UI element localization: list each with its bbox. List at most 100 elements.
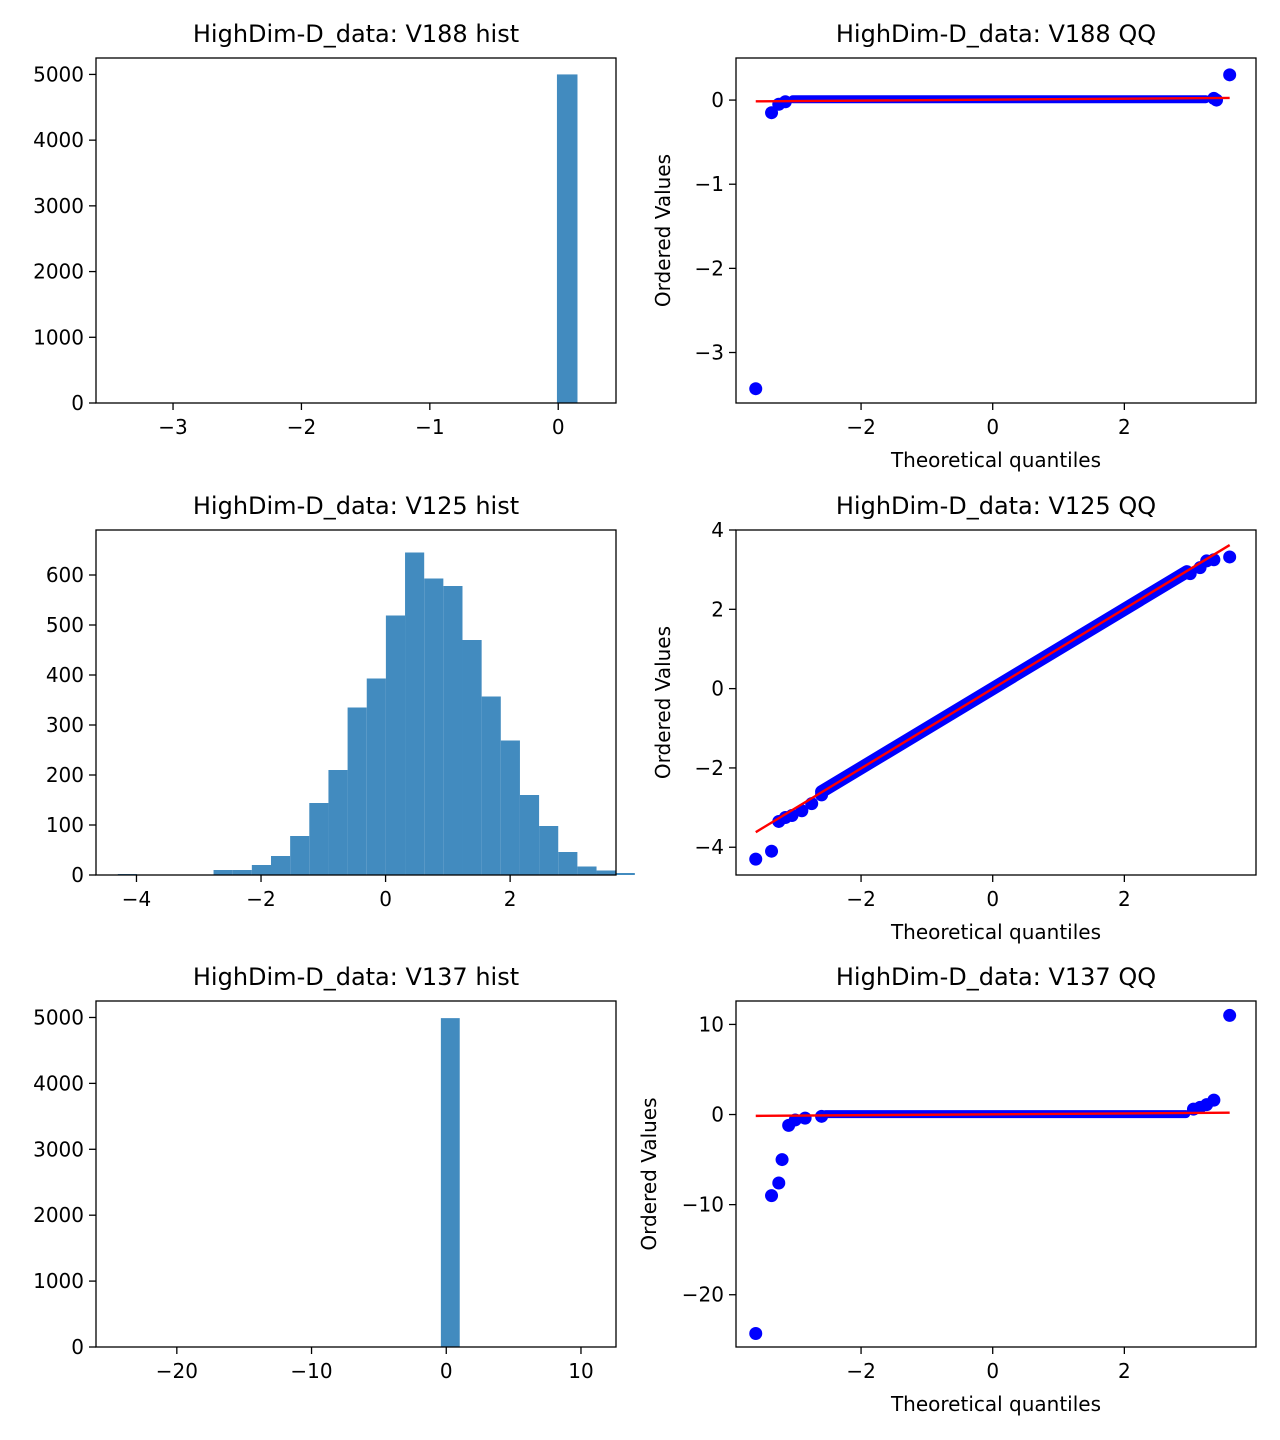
chart-panel-3: −4 −2 0 2 0 100 200 300 400 500 600 HighDim-D_data:… bbox=[46, 492, 635, 911]
y-tick-label: 1000 bbox=[33, 1269, 84, 1293]
qq-point bbox=[749, 382, 763, 396]
x-tick-label: 0 bbox=[986, 415, 999, 439]
y-tick-label: 1000 bbox=[33, 325, 84, 349]
y-tick-label: −4 bbox=[695, 835, 724, 859]
histogram-bar bbox=[424, 578, 444, 875]
y-tick-label: 2000 bbox=[33, 1203, 84, 1227]
x-tick-label: −2 bbox=[287, 415, 316, 439]
x-tick-label: 0 bbox=[986, 887, 999, 911]
qq-point bbox=[765, 106, 779, 120]
qq-point bbox=[1223, 68, 1237, 82]
histogram-bar bbox=[500, 740, 520, 875]
x-tick-label: 0 bbox=[440, 1359, 453, 1383]
y-tick-label: −10 bbox=[682, 1193, 724, 1217]
histogram-bar bbox=[443, 586, 463, 875]
y-tick-label: −2 bbox=[695, 756, 724, 780]
y-tick-label: −20 bbox=[682, 1283, 724, 1307]
qq-point bbox=[765, 1189, 779, 1203]
histogram-bar bbox=[309, 803, 329, 875]
x-tick-label: −2 bbox=[846, 415, 875, 439]
histogram-bar bbox=[290, 836, 310, 875]
y-tick-label: 3000 bbox=[33, 194, 84, 218]
qq-fit-line bbox=[755, 96, 1230, 103]
histogram-bar bbox=[213, 870, 233, 875]
chart-title: HighDim-D_data: V125 hist bbox=[193, 492, 519, 520]
histogram-bar bbox=[558, 852, 578, 875]
x-tick-label: −1 bbox=[415, 415, 444, 439]
y-tick-label: 200 bbox=[46, 763, 84, 787]
histogram-bar bbox=[347, 707, 367, 875]
chart-panel-5: −20 −10 0 10 0 1000 2000 3000 4000 5000 HighDim-D_… bbox=[33, 963, 617, 1383]
histogram-bar bbox=[556, 74, 578, 403]
qq-point bbox=[1223, 1008, 1237, 1022]
chart-title: HighDim-D_data: V137 hist bbox=[193, 963, 519, 991]
y-tick-label: 400 bbox=[46, 663, 84, 687]
qq-fit-line bbox=[755, 1111, 1230, 1118]
chart-title: HighDim-D_data: V137 QQ bbox=[836, 963, 1156, 991]
qq-point bbox=[765, 844, 779, 858]
qq-point bbox=[749, 1326, 763, 1340]
chart-panel-2: −2 0 2 −3 −2 −1 0 HighDim-D_data: V188 QQ Theore… bbox=[651, 20, 1257, 472]
x-tick-label: 0 bbox=[986, 1359, 999, 1383]
y-tick-label: −1 bbox=[695, 172, 724, 196]
x-axis-label: Theoretical quantiles bbox=[890, 1392, 1101, 1416]
y-tick-label: 0 bbox=[711, 1103, 724, 1127]
plot-frame bbox=[95, 57, 617, 404]
y-tick-label: −3 bbox=[695, 341, 724, 365]
y-axis-label: Ordered Values bbox=[651, 626, 675, 779]
qq-point bbox=[775, 1153, 789, 1167]
x-tick-label: 0 bbox=[379, 887, 392, 911]
y-tick-label: 4 bbox=[711, 518, 724, 542]
qq-point bbox=[1223, 550, 1237, 564]
plot-frame bbox=[735, 1000, 1257, 1348]
y-tick-label: 500 bbox=[46, 613, 84, 637]
y-tick-label: 5000 bbox=[33, 1005, 84, 1029]
x-tick-label: −4 bbox=[122, 887, 151, 911]
chart-title: HighDim-D_data: V188 hist bbox=[193, 20, 519, 48]
qq-point bbox=[772, 1176, 786, 1190]
x-axis-label: Theoretical quantiles bbox=[890, 920, 1101, 944]
y-tick-label: 300 bbox=[46, 713, 84, 737]
chart-title: HighDim-D_data: V125 QQ bbox=[836, 492, 1156, 520]
chart-panel-4: −2 0 2 −4 −2 0 2 4 HighDim-D_data: V125 QQ Theore… bbox=[651, 492, 1257, 944]
histogram-bar bbox=[251, 865, 271, 875]
y-axis-label: Ordered Values bbox=[637, 1097, 661, 1250]
histogram-bar bbox=[270, 856, 291, 875]
y-tick-label: 0 bbox=[711, 88, 724, 112]
histogram-bar bbox=[577, 866, 597, 875]
x-tick-label: 0 bbox=[552, 415, 565, 439]
y-tick-label: 5000 bbox=[33, 62, 84, 86]
x-tick-label: −2 bbox=[246, 887, 275, 911]
y-tick-label: 0 bbox=[71, 1335, 84, 1359]
y-tick-label: −2 bbox=[695, 256, 724, 280]
histogram-bar bbox=[462, 640, 482, 875]
qq-point bbox=[798, 1111, 812, 1125]
y-tick-label: 600 bbox=[46, 563, 84, 587]
histogram-bar bbox=[366, 678, 386, 875]
x-tick-label: 2 bbox=[504, 887, 517, 911]
y-tick-label: 0 bbox=[71, 391, 84, 415]
histogram-bar bbox=[385, 615, 406, 875]
chart-title: HighDim-D_data: V188 QQ bbox=[836, 20, 1156, 48]
x-tick-label: 10 bbox=[568, 1359, 593, 1383]
qq-point bbox=[749, 852, 763, 866]
x-tick-label: −20 bbox=[156, 1359, 198, 1383]
x-tick-label: −10 bbox=[290, 1359, 332, 1383]
plot-frame bbox=[95, 529, 617, 876]
y-tick-label: 10 bbox=[699, 1012, 724, 1036]
plot-frame bbox=[95, 1000, 617, 1348]
x-tick-label: −3 bbox=[158, 415, 187, 439]
x-tick-label: 2 bbox=[1118, 1359, 1131, 1383]
y-tick-label: 2 bbox=[711, 597, 724, 621]
qq-point bbox=[1207, 1093, 1221, 1107]
plot-frame bbox=[735, 529, 1257, 876]
plot-frame bbox=[735, 57, 1257, 404]
y-tick-label: 2000 bbox=[33, 260, 84, 284]
y-tick-label: 3000 bbox=[33, 1137, 84, 1161]
y-tick-label: 4000 bbox=[33, 1071, 84, 1095]
histogram-bar bbox=[481, 696, 501, 875]
y-tick-label: 0 bbox=[71, 863, 84, 887]
histogram-bar bbox=[405, 552, 425, 875]
histogram-bar bbox=[596, 870, 616, 875]
y-axis-label: Ordered Values bbox=[651, 154, 675, 307]
